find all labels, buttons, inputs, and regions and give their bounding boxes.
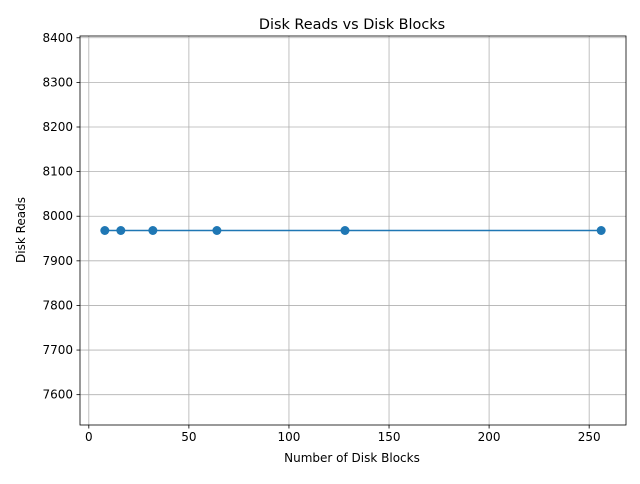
x-tick-label: 200 bbox=[478, 430, 501, 444]
x-tick-label: 150 bbox=[378, 430, 401, 444]
y-tick-label: 7900 bbox=[42, 254, 73, 268]
data-point-marker bbox=[340, 226, 350, 235]
data-point-marker bbox=[100, 226, 110, 235]
x-tick-label: 100 bbox=[277, 430, 300, 444]
y-axis-label: Disk Reads bbox=[14, 197, 28, 263]
y-tick-label: 8300 bbox=[42, 75, 73, 89]
data-point-marker bbox=[148, 226, 158, 235]
axis-ticks: 0 50 100 150 200 250 7600 7700 7800 7900 8000 8100 8… bbox=[42, 31, 600, 444]
data-point-marker bbox=[212, 226, 222, 235]
y-tick-label: 8000 bbox=[42, 209, 73, 223]
plot-area-frame bbox=[79, 35, 627, 426]
x-tick-label: 50 bbox=[181, 430, 196, 444]
x-axis-label: Number of Disk Blocks bbox=[284, 451, 420, 465]
data-point-marker bbox=[596, 226, 606, 235]
x-tick-label: 250 bbox=[578, 430, 601, 444]
data-point-marker bbox=[116, 226, 126, 235]
y-tick-label: 7700 bbox=[42, 343, 73, 357]
y-tick-label: 7800 bbox=[42, 298, 73, 312]
y-tick-label: 7600 bbox=[42, 388, 73, 402]
chart-title: Disk Reads vs Disk Blocks bbox=[259, 17, 445, 33]
y-tick-label: 8200 bbox=[42, 120, 73, 134]
series-layer bbox=[100, 226, 606, 235]
x-tick-label: 0 bbox=[85, 430, 93, 444]
y-tick-label: 8400 bbox=[42, 31, 73, 45]
y-tick-label: 8100 bbox=[42, 165, 73, 179]
